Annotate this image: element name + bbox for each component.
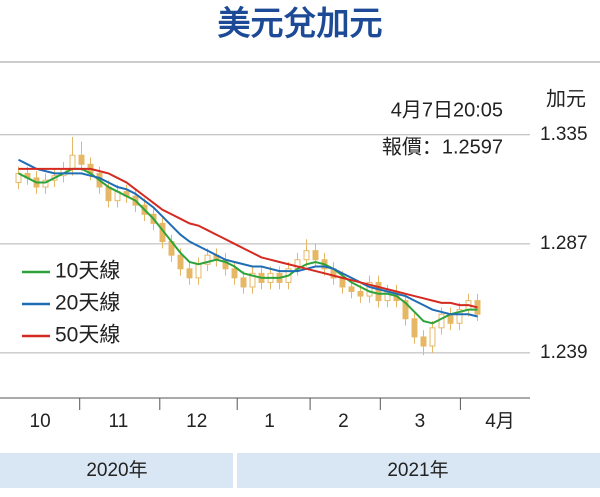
candle-body [231, 268, 238, 279]
candle-body [303, 250, 310, 261]
y-tick-label: 1.335 [540, 124, 588, 145]
candle-body [420, 336, 427, 347]
candle-body [438, 313, 445, 329]
x-tick-label: 2 [338, 411, 349, 432]
candle-body [186, 268, 193, 279]
ma-line [18, 167, 478, 309]
candle-body [78, 154, 85, 165]
legend-label: 10天線 [55, 260, 120, 283]
x-tick-label: 10 [30, 411, 51, 432]
candle-body [204, 254, 211, 265]
year-label: 2021年 [387, 459, 448, 481]
y-tick-label: 1.287 [540, 233, 588, 254]
x-tick-label: 1 [264, 411, 275, 432]
year-label: 2020年 [86, 459, 147, 481]
ma-line [18, 158, 478, 318]
x-tick-label: 4月 [485, 411, 515, 432]
candle-body [177, 254, 184, 270]
candle-body [249, 272, 256, 288]
candle-body [69, 154, 76, 170]
x-tick-label: 3 [415, 411, 426, 432]
chart-title: 美元兌加元 [218, 5, 383, 42]
candle-body [411, 318, 418, 338]
x-tick-label: 12 [186, 411, 207, 432]
candle-body [375, 281, 382, 302]
year-band [0, 453, 233, 488]
year-band [237, 453, 600, 488]
candle-body [105, 186, 112, 202]
y-tick-label: 1.239 [540, 342, 588, 363]
candle-body [402, 300, 409, 320]
candle-body [348, 286, 355, 293]
candle-body [357, 291, 364, 297]
annotation: 4月7日20:05 [391, 99, 503, 121]
candle-body [195, 263, 202, 279]
annotation: 報價：1.2597 [382, 135, 503, 158]
legend-label: 50天線 [55, 324, 120, 347]
candle-body [312, 250, 319, 261]
unit-label: 加元 [546, 87, 586, 110]
candle-body [429, 327, 436, 347]
x-tick-label: 11 [109, 411, 129, 432]
candle-body [456, 309, 463, 324]
candle-body [42, 179, 49, 188]
legend-label: 20天線 [55, 292, 120, 315]
candle-body [240, 277, 247, 288]
